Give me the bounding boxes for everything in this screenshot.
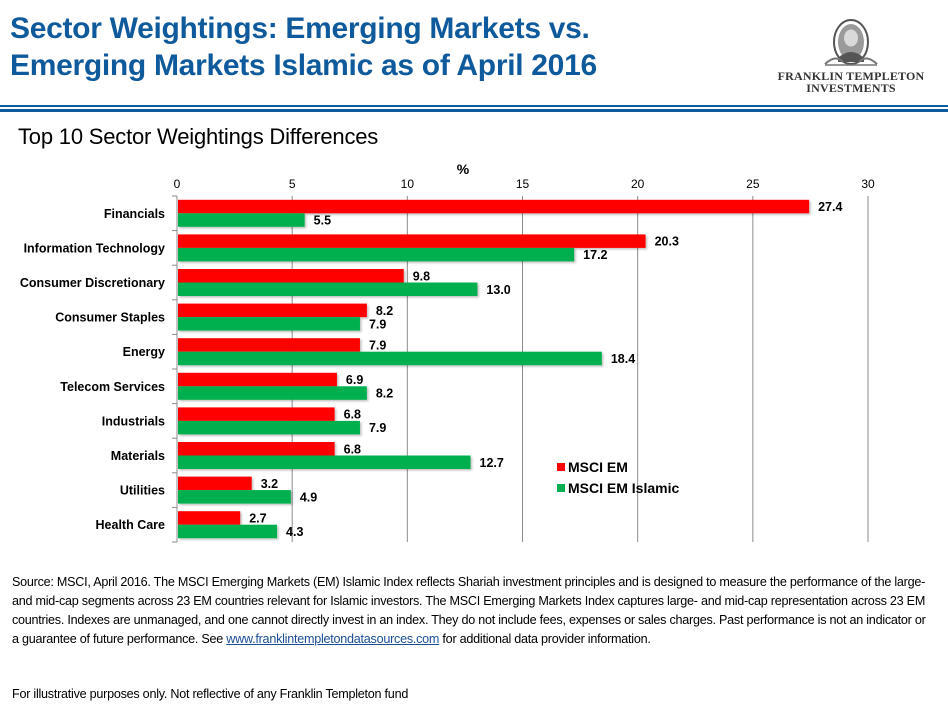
x-tick-label: 0 [174, 177, 181, 191]
bar-msci-em [178, 442, 335, 456]
category-label: Consumer Staples [55, 311, 165, 325]
bar-msci-em-islamic [178, 213, 305, 227]
data-label: 8.2 [376, 304, 393, 318]
data-label: 9.8 [413, 269, 430, 283]
page-title: Sector Weightings: Emerging Markets vs. … [10, 10, 597, 84]
x-tick-label: 10 [401, 177, 415, 191]
data-label: 20.3 [655, 235, 679, 249]
bar-msci-em-islamic [178, 524, 278, 539]
bar-msci-em-islamic [178, 351, 602, 366]
data-label: 6.8 [344, 408, 361, 422]
data-label: 6.8 [344, 442, 361, 456]
bar-msci-em [178, 511, 241, 525]
category-label: Materials [111, 449, 165, 463]
bar-msci-em [178, 407, 335, 421]
bar-msci-em-islamic [178, 317, 360, 331]
value-axis-label: % [457, 161, 470, 177]
disclaimer: For illustrative purposes only. Not refl… [12, 687, 409, 701]
bar-msci-em-islamic [178, 386, 367, 400]
bar-chart: 0 5 10 15 20 25 30 % Financials Information Tec… [20, 161, 875, 543]
data-label: 3.2 [261, 477, 278, 491]
x-tick-label: 30 [861, 177, 875, 191]
data-label: 7.9 [369, 338, 386, 352]
data-label: 6.9 [346, 373, 363, 387]
header-divider-thin [0, 105, 948, 107]
category-label: Health Care [96, 518, 166, 532]
data-label: 7.9 [369, 317, 386, 331]
legend-swatch [557, 463, 565, 471]
data-sources-link[interactable]: www.franklintempletondatasources.com [226, 632, 440, 646]
data-label: 27.4 [818, 200, 842, 214]
category-label: Information Technology [24, 241, 165, 255]
franklin-portrait-icon [824, 19, 878, 66]
category-label: Energy [123, 345, 165, 359]
bar-msci-em [178, 234, 646, 248]
bars [178, 199, 810, 539]
data-label: 8.2 [376, 387, 393, 401]
legend-swatch [557, 484, 565, 492]
data-label: 7.9 [369, 421, 386, 435]
category-label: Utilities [120, 484, 165, 498]
category-labels: Financials Information Technology Consumer… [20, 207, 165, 532]
data-label: 17.2 [583, 248, 607, 262]
data-label: 5.5 [314, 214, 331, 228]
x-tick-label: 5 [289, 177, 296, 191]
category-label: Consumer Discretionary [20, 276, 165, 290]
chart-subtitle: Top 10 Sector Weightings Differences [18, 124, 379, 149]
bar-msci-em [178, 338, 360, 352]
data-label: 4.9 [300, 490, 317, 504]
category-label: Financials [104, 207, 165, 221]
logo-brand-line-1: FRANKLIN TEMPLETON [777, 69, 925, 83]
x-tick-label: 15 [516, 177, 530, 191]
bar-msci-em-islamic [178, 420, 360, 435]
bar-msci-em-islamic [178, 282, 478, 296]
footnote-text: Source: MSCI, April 2016. The MSCI Emerg… [12, 575, 926, 646]
bar-msci-em-islamic [178, 247, 575, 262]
legend-label: MSCI EM Islamic [568, 480, 679, 496]
title-line-1: Sector Weightings: Emerging Markets vs. [10, 12, 590, 45]
data-label: 13.0 [486, 283, 510, 297]
bar-msci-em-islamic [178, 455, 471, 469]
bar-msci-em [178, 303, 367, 318]
data-label: 4.3 [286, 525, 303, 539]
bar-msci-em [178, 372, 337, 387]
legend: MSCI EM MSCI EM Islamic [557, 459, 679, 496]
data-labels: 27.45.520.317.29.813.08.27.97.918.46.98.… [249, 200, 842, 539]
category-label: Telecom Services [60, 380, 165, 394]
category-axis [172, 195, 178, 543]
category-label: Industrials [102, 414, 165, 428]
x-tick-label: 25 [746, 177, 760, 191]
value-axis-ticks: 0 5 10 15 20 25 30 [174, 177, 875, 191]
title-line-2: Emerging Markets Islamic as of April 201… [10, 49, 597, 82]
franklin-templeton-logo: FRANKLIN TEMPLETON INVESTMENTS [776, 18, 926, 98]
data-label: 2.7 [249, 511, 266, 525]
bar-msci-em [178, 199, 810, 214]
bar-msci-em [178, 269, 404, 283]
data-label: 18.4 [611, 352, 635, 366]
x-tick-label: 20 [631, 177, 645, 191]
footnote-text-after-link: for additional data provider information… [439, 632, 651, 646]
bar-msci-em-islamic [178, 490, 291, 504]
bar-msci-em [178, 476, 252, 491]
header-divider-thick [0, 109, 948, 112]
source-footnote: Source: MSCI, April 2016. The MSCI Emerg… [12, 573, 932, 649]
legend-label: MSCI EM [568, 459, 628, 475]
logo-brand-line-2: INVESTMENTS [806, 81, 896, 95]
data-label: 12.7 [480, 456, 504, 470]
